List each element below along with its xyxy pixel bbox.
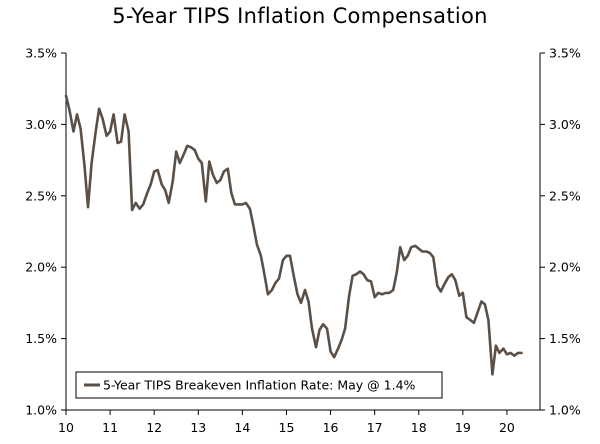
x-tick-label: 20	[499, 420, 515, 435]
series-line	[64, 94, 523, 376]
y-tick-label-left: 2.5%	[25, 188, 57, 203]
x-tick-label: 14	[234, 420, 250, 435]
x-tick-label: 17	[367, 420, 383, 435]
y-tick-label-left: 3.0%	[25, 117, 57, 132]
y-tick-label-left: 1.5%	[25, 331, 57, 346]
x-tick-label: 15	[279, 420, 295, 435]
y-tick-label-left: 2.0%	[25, 260, 57, 275]
chart-title: 5-Year TIPS Inflation Compensation	[112, 4, 488, 28]
x-tick-label: 12	[146, 420, 162, 435]
y-tick-label-right: 1.5%	[549, 331, 581, 346]
legend-label: 5-Year TIPS Breakeven Inflation Rate: Ma…	[103, 378, 416, 393]
y-tick-label-left: 3.5%	[25, 46, 57, 61]
y-tick-label-right: 2.5%	[549, 188, 581, 203]
legend-box	[75, 371, 443, 399]
y-tick-label-left: 1.0%	[25, 403, 57, 418]
y-tick-label-right: 1.0%	[549, 403, 581, 418]
x-tick-label: 13	[190, 420, 206, 435]
y-tick-label-right: 2.0%	[549, 260, 581, 275]
x-tick-label: 18	[411, 420, 427, 435]
x-tick-label: 19	[455, 420, 471, 435]
y-tick-label-right: 3.5%	[549, 46, 581, 61]
x-tick-label: 16	[323, 420, 339, 435]
x-tick-label: 10	[58, 420, 74, 435]
y-tick-label-right: 3.0%	[549, 117, 581, 132]
x-tick-label: 11	[102, 420, 118, 435]
